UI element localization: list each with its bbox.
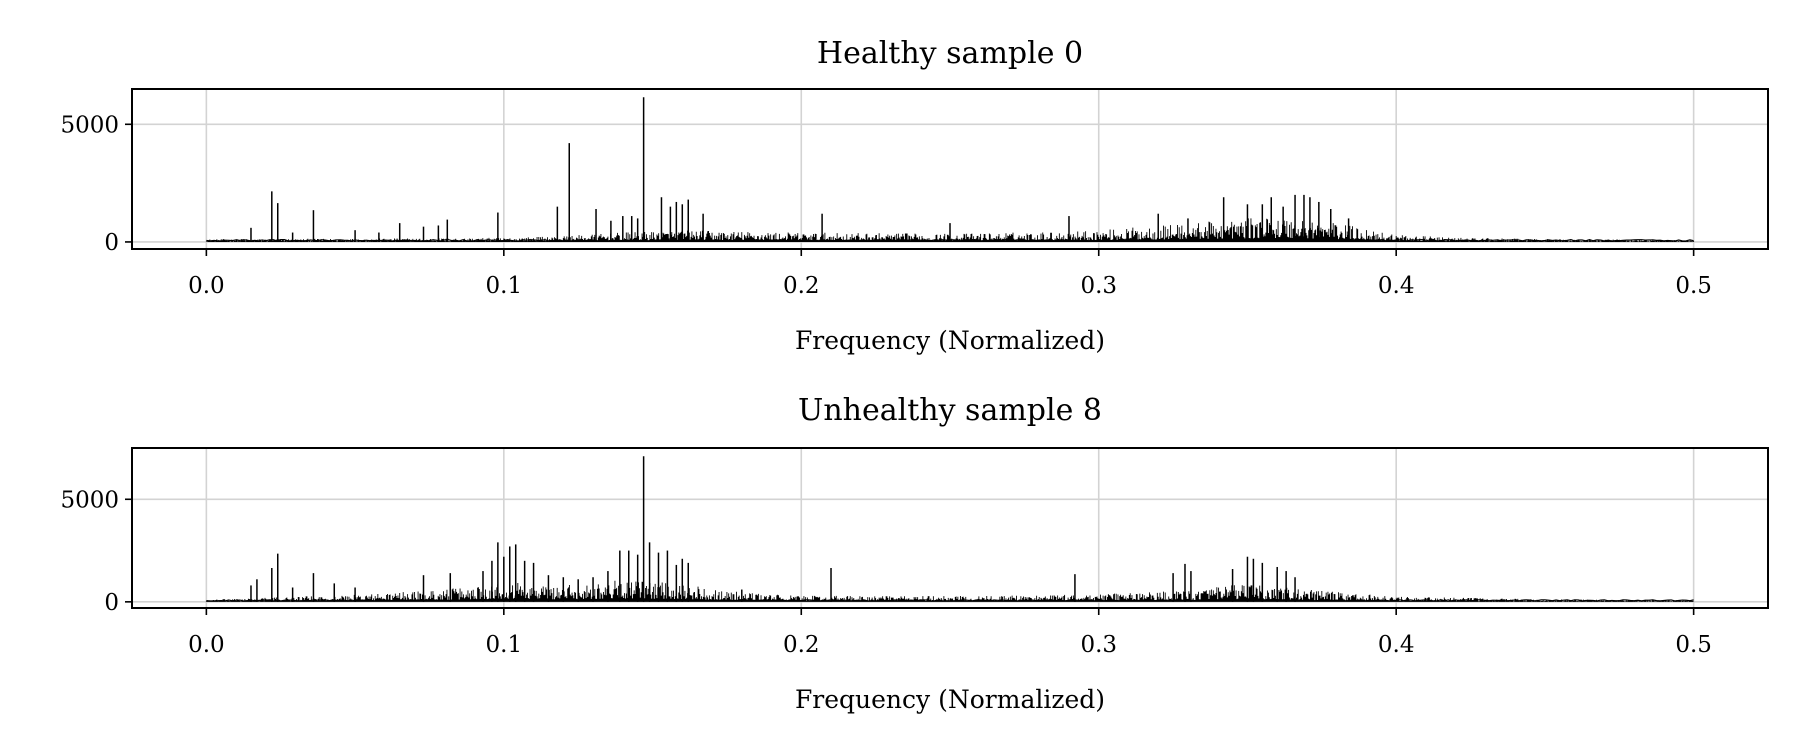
- spectrum-baseline: [206, 599, 1694, 602]
- x-tick-label: 0.4: [1378, 632, 1415, 658]
- x-tick-label: 0.3: [1080, 273, 1117, 299]
- y-tick-label: 5000: [60, 112, 119, 138]
- chart-title: Unhealthy sample 8: [798, 393, 1102, 428]
- x-tick-label: 0.2: [783, 273, 820, 299]
- x-tick-label: 0.1: [486, 632, 523, 658]
- axis-ticks: 0.0 0.1 0.2 0.3 0.4 0.5 0 5000: [60, 112, 1711, 299]
- healthy-panel: Healthy sample 0 0.0 0.1 0.2 0.3 0.4 0.5 0 5000…: [60, 36, 1769, 355]
- x-tick-label: 0.5: [1675, 632, 1712, 658]
- y-tick-label: 5000: [60, 487, 119, 513]
- x-axis-label: Frequency (Normalized): [795, 326, 1105, 355]
- x-tick-label: 0.0: [188, 632, 225, 658]
- x-axis-label: Frequency (Normalized): [795, 685, 1105, 714]
- spectrum-body: [205, 580, 1695, 602]
- x-tick-label: 0.4: [1378, 273, 1415, 299]
- x-tick-label: 0.5: [1675, 273, 1712, 299]
- x-tick-label: 0.1: [486, 273, 523, 299]
- axis-ticks: 0.0 0.1 0.2 0.3 0.4 0.5 0 5000: [60, 487, 1711, 658]
- spectrum-plot: [205, 456, 1695, 602]
- axes-frame: [131, 88, 1769, 250]
- unhealthy-panel: Unhealthy sample 8 0.0 0.1 0.2 0.3 0.4 0.5 0 50…: [60, 393, 1769, 714]
- x-tick-label: 0.0: [188, 273, 225, 299]
- y-tick-label: 0: [104, 590, 119, 616]
- chart-title: Healthy sample 0: [817, 36, 1083, 71]
- axes-frame: [131, 447, 1769, 609]
- x-tick-label: 0.2: [783, 632, 820, 658]
- grid-lines: [132, 448, 1768, 608]
- y-tick-label: 0: [104, 230, 119, 256]
- x-tick-label: 0.3: [1080, 632, 1117, 658]
- spectrum-plot: [205, 97, 1695, 242]
